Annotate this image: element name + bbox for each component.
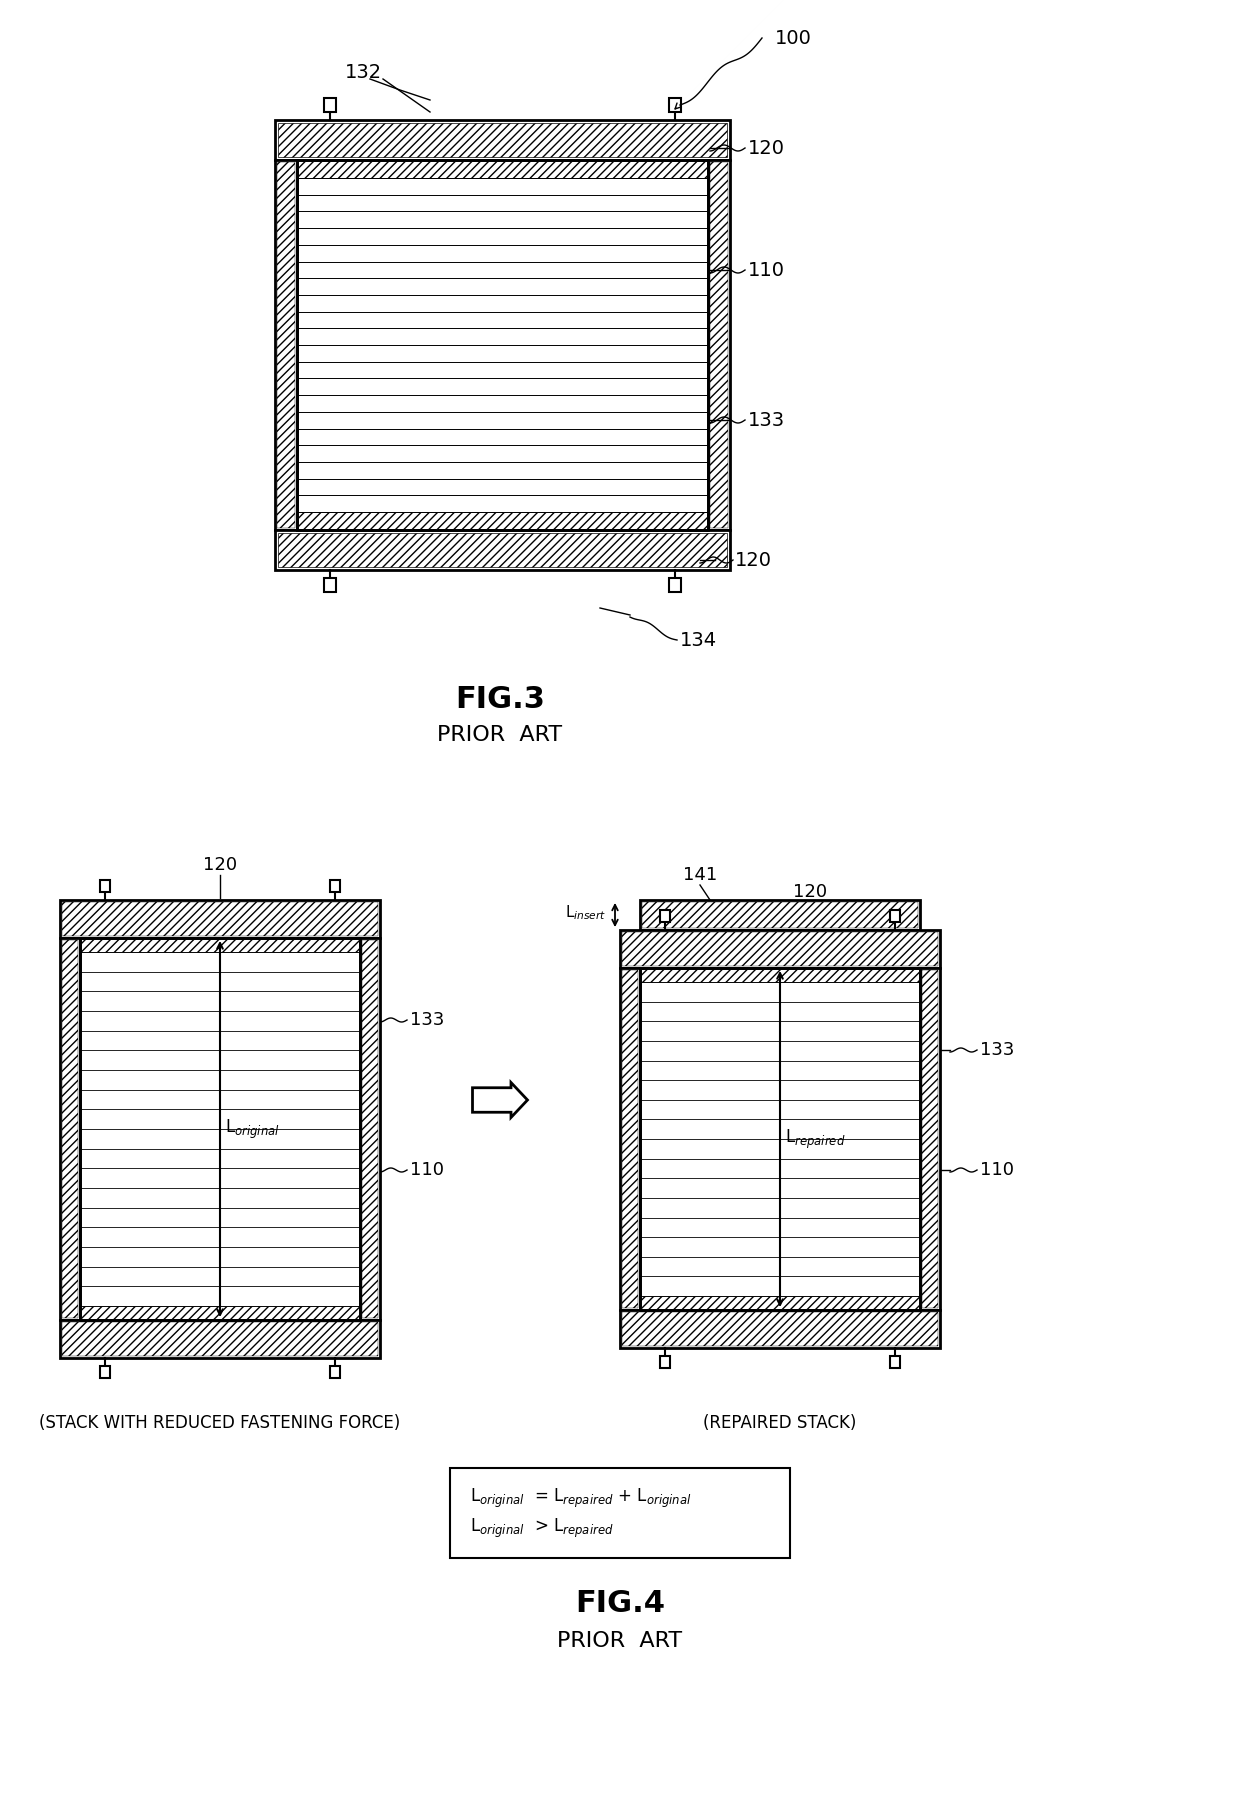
Text: 133: 133 [410,1011,444,1029]
Bar [275,119,730,159]
Bar [275,159,298,530]
Text: 133: 133 [980,1040,1014,1058]
Polygon shape [472,1082,527,1118]
Text: 120: 120 [792,883,827,901]
Bar [890,910,900,923]
Bar [81,939,360,1321]
Bar [298,159,708,177]
Bar [100,879,110,892]
Bar [60,901,379,939]
Text: 141: 141 [683,867,717,885]
Bar [330,879,340,892]
Text: L$_{insert}$: L$_{insert}$ [565,904,606,923]
Bar [622,1312,937,1346]
Text: L$_{original}$: L$_{original}$ [224,1118,280,1141]
Bar [660,1357,670,1368]
Bar [278,123,727,157]
Bar [622,970,639,1308]
Bar [360,939,379,1321]
Bar [620,1310,940,1348]
Bar [324,98,336,112]
Text: FIG.3: FIG.3 [455,686,544,715]
Text: FIG.4: FIG.4 [575,1588,665,1617]
Bar [640,968,920,1310]
Text: PRIOR  ART: PRIOR ART [558,1632,682,1652]
Bar [920,968,940,1310]
Bar [81,1306,360,1321]
Text: 110: 110 [748,260,785,280]
Bar [277,163,295,528]
Bar [330,1366,340,1378]
Text: (STACK WITH REDUCED FASTENING FORCE): (STACK WITH REDUCED FASTENING FORCE) [40,1415,401,1433]
Text: L$_{repaired}$: L$_{repaired}$ [785,1127,846,1151]
Text: 120: 120 [748,139,785,157]
Bar [62,1322,378,1357]
Text: 120: 120 [203,856,237,874]
Bar [324,579,336,592]
Bar [923,970,937,1308]
Text: 110: 110 [410,1161,444,1179]
Bar [620,968,640,1310]
Bar [640,1295,920,1310]
Bar [62,903,378,935]
Bar [60,1321,379,1359]
Bar [640,901,920,930]
Bar [450,1467,790,1558]
Bar [642,903,918,928]
Text: 120: 120 [735,550,773,570]
Text: 132: 132 [345,63,382,81]
Bar [62,941,78,1319]
Bar [298,512,708,530]
Text: PRIOR  ART: PRIOR ART [438,725,563,745]
Text: 134: 134 [680,631,717,649]
Bar [81,939,360,952]
Bar [640,968,920,982]
Bar [620,930,940,968]
Text: 133: 133 [748,411,785,429]
Bar [711,163,728,528]
Bar [362,941,378,1319]
Text: L$_{original}$  = L$_{repaired}$ + L$_{original}$: L$_{original}$ = L$_{repaired}$ + L$_{or… [470,1487,692,1509]
Bar [670,98,681,112]
Text: L$_{original}$  > L$_{repaired}$: L$_{original}$ > L$_{repaired}$ [470,1516,614,1539]
Text: 110: 110 [980,1161,1014,1179]
Bar [278,534,727,566]
Text: (REPAIRED STACK): (REPAIRED STACK) [703,1415,857,1433]
Bar [298,159,708,530]
Bar [60,939,81,1321]
Bar [890,1357,900,1368]
Bar [100,1366,110,1378]
Bar [275,530,730,570]
Bar [660,910,670,923]
Bar [622,932,937,966]
Bar [670,579,681,592]
Text: 100: 100 [775,29,812,47]
Bar [708,159,730,530]
